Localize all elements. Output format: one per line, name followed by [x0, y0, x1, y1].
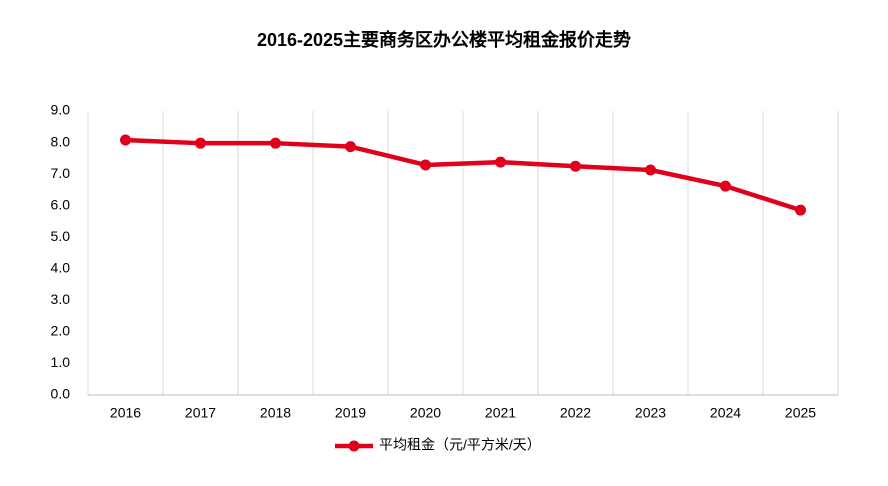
y-tick-label: 8.0 [51, 133, 71, 149]
data-point [795, 204, 806, 216]
x-tick-label: 2016 [110, 405, 141, 421]
data-point [120, 134, 131, 146]
x-tick-label: 2024 [710, 405, 741, 421]
x-tick-label: 2025 [785, 405, 816, 421]
data-point [270, 137, 281, 149]
y-tick-label: 6.0 [51, 196, 71, 212]
data-point [495, 156, 506, 168]
y-tick-label: 2.0 [51, 323, 71, 339]
y-tick-label: 0.0 [51, 386, 71, 402]
data-point [195, 137, 206, 149]
x-tick-label: 2023 [635, 405, 666, 421]
x-tick-label: 2022 [560, 405, 591, 421]
data-point [345, 141, 356, 153]
x-tick-label: 2019 [335, 405, 366, 421]
y-tick-label: 7.0 [51, 165, 71, 181]
data-point [645, 164, 656, 176]
y-tick-label: 3.0 [51, 291, 71, 307]
x-tick-label: 2018 [260, 405, 291, 421]
data-point [420, 159, 431, 171]
legend-label: 平均租金（元/平方米/天） [379, 437, 541, 453]
x-tick-label: 2017 [185, 405, 216, 421]
y-tick-label: 9.0 [51, 102, 71, 118]
chart-title: 2016-2025主要商务区办公楼平均租金报价走势 [257, 29, 631, 50]
x-tick-label: 2020 [410, 405, 441, 421]
data-point [720, 180, 731, 192]
y-tick-label: 1.0 [51, 354, 71, 370]
y-tick-label: 5.0 [51, 228, 71, 244]
legend-marker [348, 440, 360, 452]
y-tick-label: 4.0 [51, 259, 71, 275]
x-tick-label: 2021 [485, 405, 516, 421]
data-point [570, 160, 581, 172]
series-line [125, 137, 802, 213]
